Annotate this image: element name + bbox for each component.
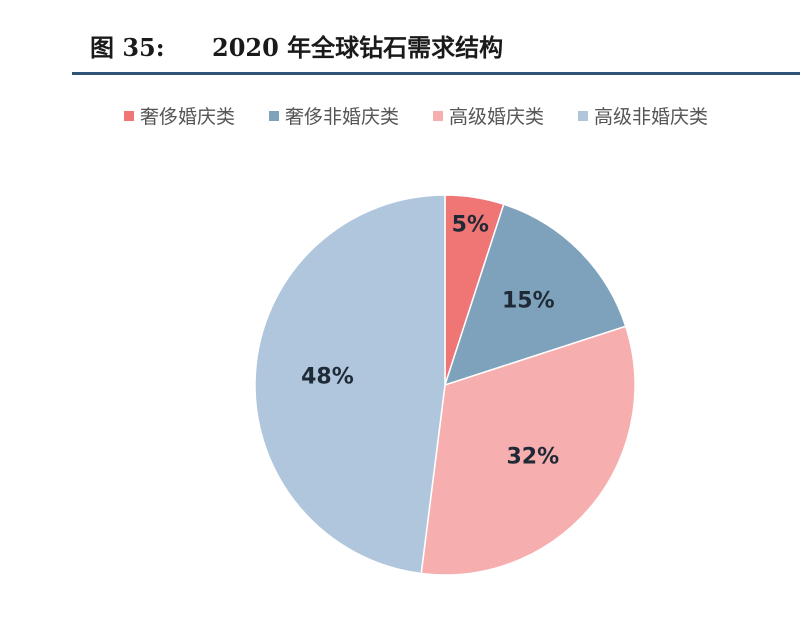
pie-slice-premium-non-wedding	[254, 194, 446, 575]
pie-slice-premium-wedding	[420, 325, 636, 576]
legend-label: 高级婚庆类	[449, 106, 545, 128]
legend-swatch	[433, 110, 444, 121]
figure-number: 图 35:	[90, 33, 165, 62]
legend-label: 高级非婚庆类	[594, 106, 709, 128]
legend-swatch	[269, 110, 280, 121]
legend-item-luxury-wedding: 奢侈婚庆类	[124, 102, 235, 129]
legend-label: 奢侈非婚庆类	[285, 106, 400, 128]
legend-item-luxury-non-wedding: 奢侈非婚庆类	[269, 102, 399, 129]
header-divider	[72, 72, 800, 75]
legend-item-premium-wedding: 高级婚庆类	[433, 102, 544, 129]
legend-label: 奢侈婚庆类	[140, 106, 236, 128]
chart-title: 2020 年全球钻石需求结构	[212, 33, 504, 62]
chart-legend: 奢侈婚庆类 奢侈非婚庆类 高级婚庆类 高级非婚庆类	[124, 102, 708, 129]
data-label-luxury-wedding: 5%	[452, 212, 489, 237]
legend-item-premium-non-wedding: 高级非婚庆类	[578, 102, 708, 129]
data-label-luxury-non-wedding: 15%	[502, 289, 555, 314]
pie-slice-luxury-non-wedding	[443, 203, 627, 387]
figure-header: 图 35: 2020 年全球钻石需求结构	[64, 22, 800, 74]
legend-swatch	[578, 110, 589, 121]
data-label-premium-wedding: 32%	[507, 445, 560, 470]
legend-swatch	[124, 110, 134, 121]
data-label-premium-non-wedding: 48%	[301, 365, 354, 390]
